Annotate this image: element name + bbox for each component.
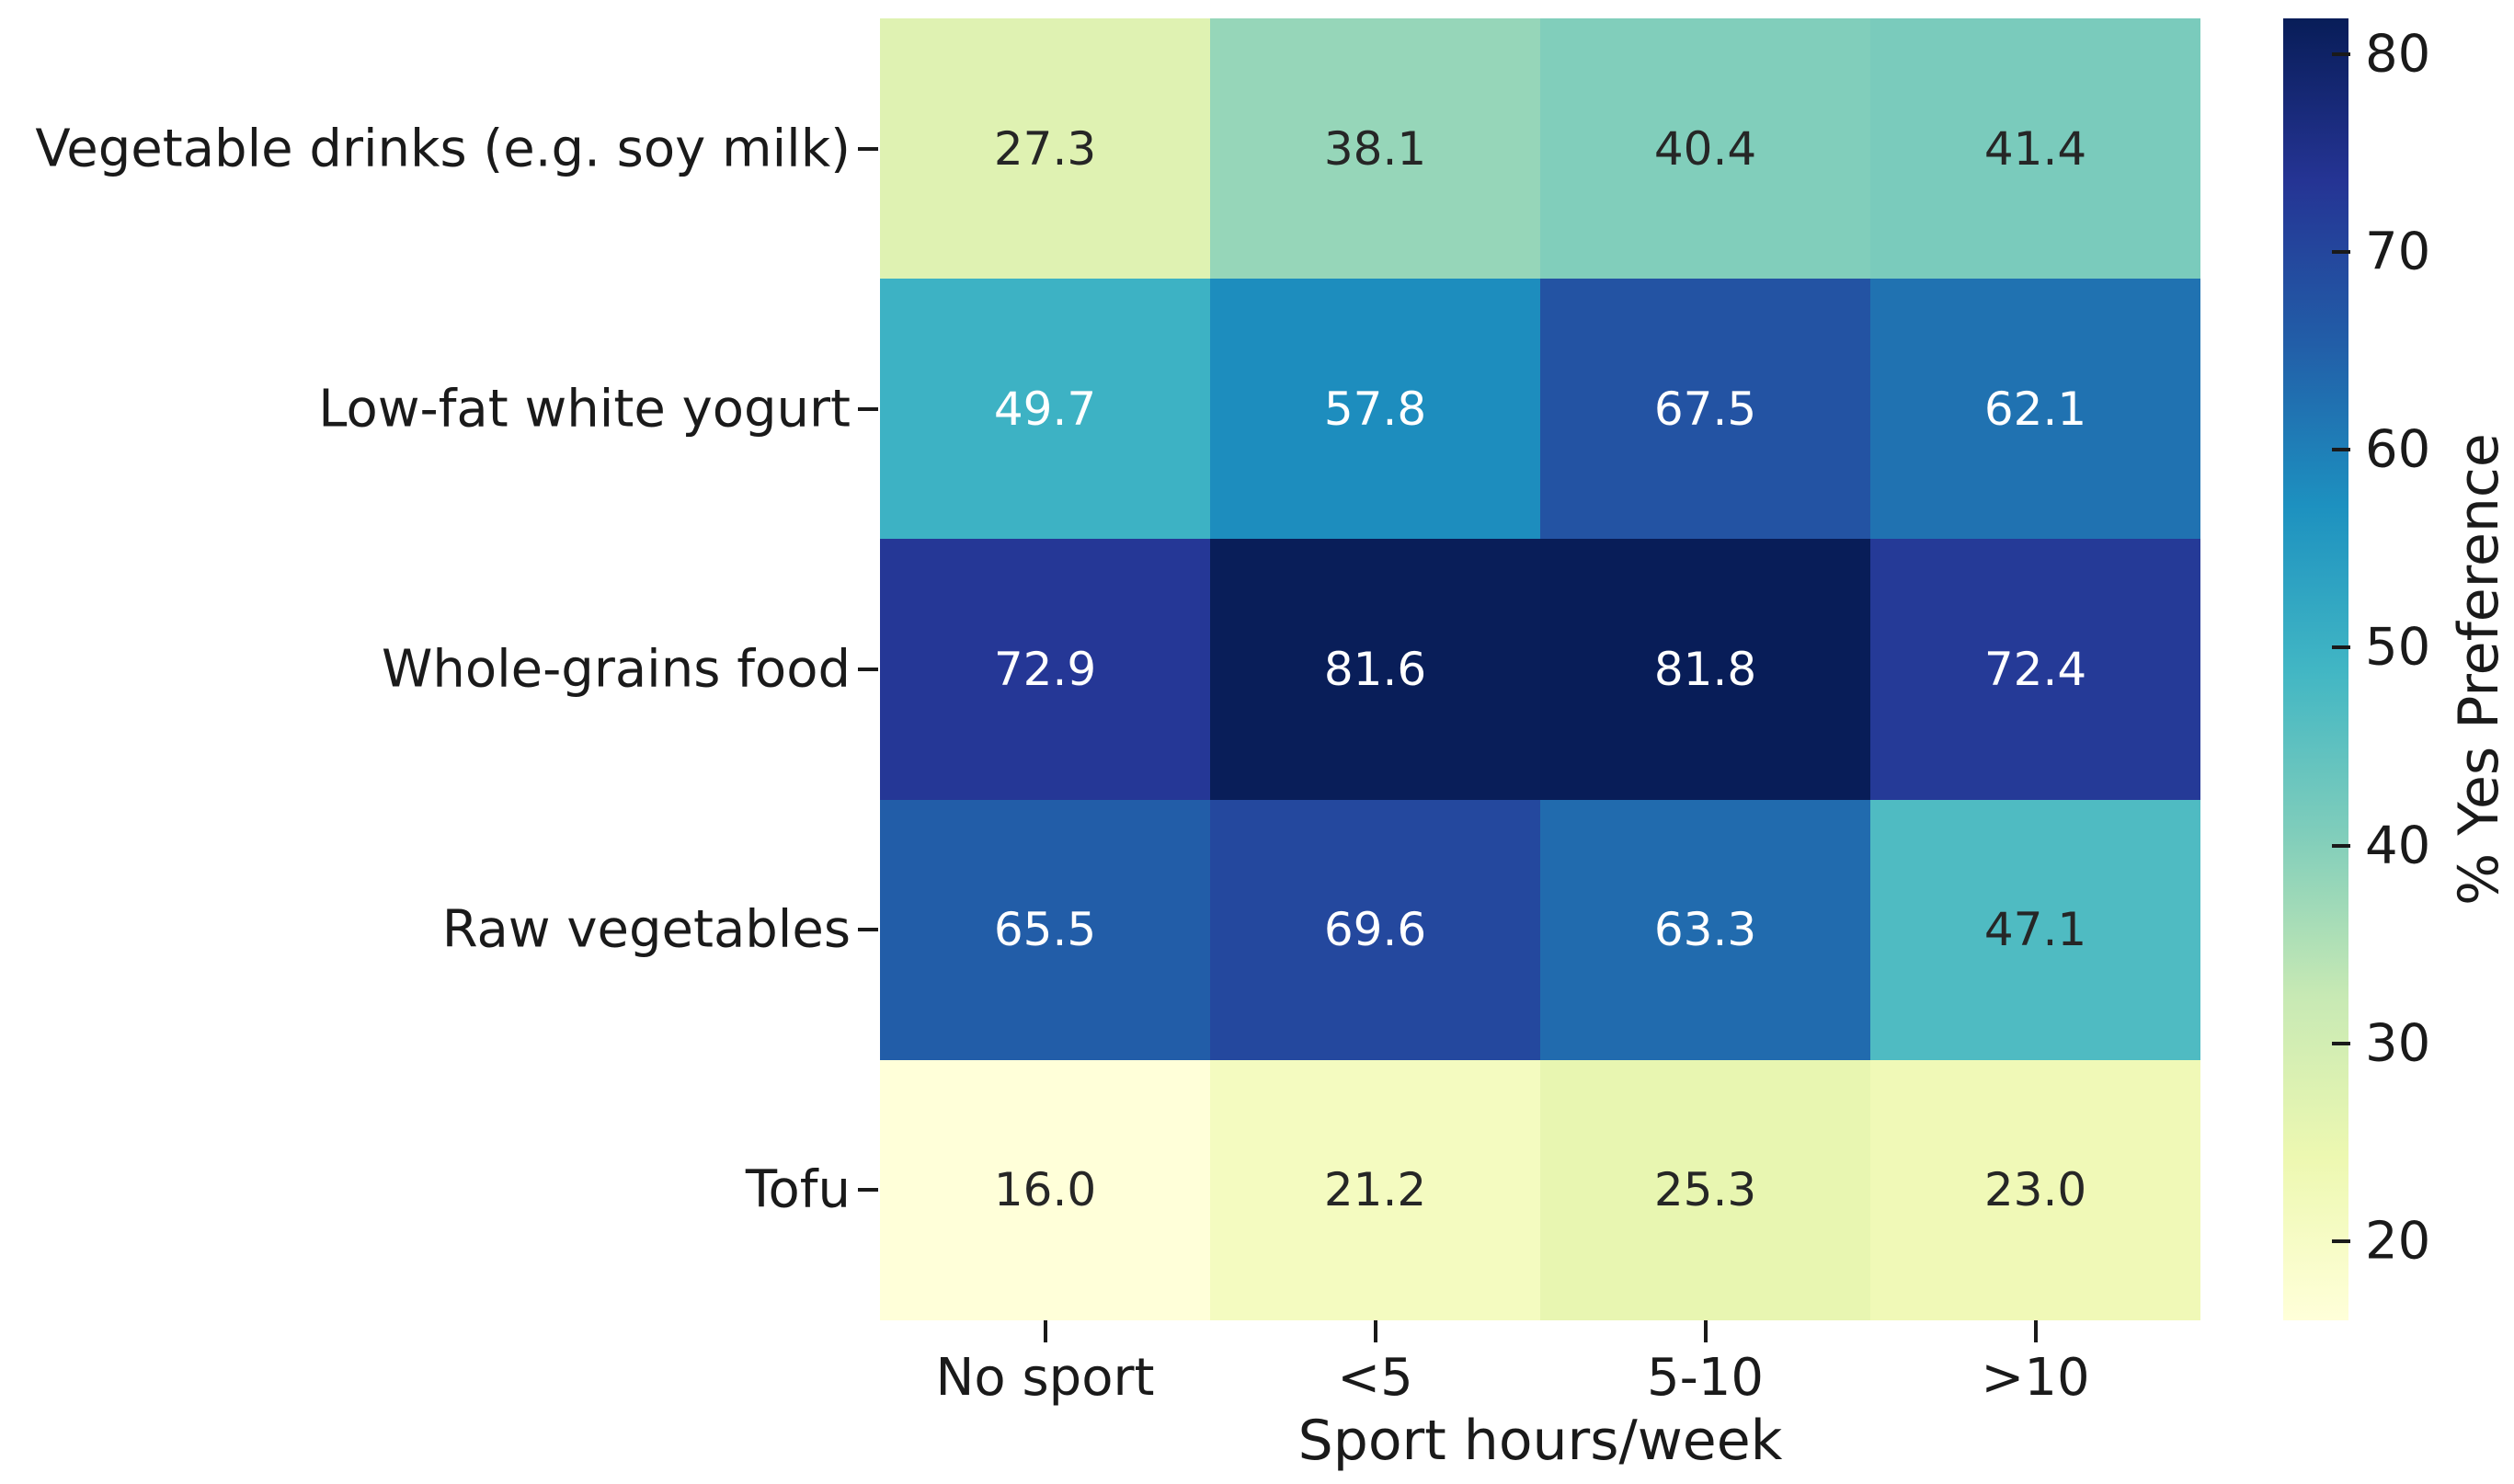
colorbar-tick-label-6: 80 — [2365, 24, 2431, 85]
x-tick-mark-1 — [1373, 1320, 1377, 1342]
heatmap-plot-area: 27.3 38.1 40.4 41.4 49.7 57.8 67.5 62.1 72.9 81.6… — [880, 18, 2200, 1320]
colorbar-tick-mark-4 — [2332, 448, 2350, 452]
colorbar-tick-label-0: 20 — [2365, 1211, 2431, 1272]
colorbar-tick-mark-5 — [2332, 249, 2350, 254]
cell-value: 65.5 — [993, 903, 1097, 957]
x-tick-mark-3 — [2033, 1320, 2038, 1342]
colorbar-tick-label-1: 30 — [2365, 1013, 2431, 1074]
heatmap-cell-3-2: 63.3 — [1540, 799, 1870, 1060]
colorbar-tick-label-5: 70 — [2365, 222, 2431, 282]
cell-value: 49.7 — [993, 382, 1097, 436]
x-tick-label-3: >10 — [1981, 1348, 2090, 1408]
heatmap-cell-1-2: 67.5 — [1540, 279, 1870, 540]
colorbar-axis-label: % Yes Preference — [2447, 433, 2511, 906]
y-tick-mark-0 — [858, 146, 878, 151]
colorbar-tick-label-3: 50 — [2365, 617, 2431, 678]
cell-value: 38.1 — [1323, 121, 1427, 176]
cell-value: 63.3 — [1653, 903, 1757, 957]
colorbar-tick-mark-6 — [2332, 51, 2350, 56]
y-tick-mark-4 — [858, 1188, 878, 1193]
colorbar — [2283, 18, 2348, 1320]
cell-value: 67.5 — [1653, 382, 1757, 436]
y-tick-mark-2 — [858, 668, 878, 671]
heatmap-cell-1-3: 62.1 — [1870, 279, 2200, 540]
cell-value: 27.3 — [993, 121, 1097, 176]
cell-value: 62.1 — [1983, 382, 2087, 436]
y-tick-label-3: Raw vegetables — [441, 899, 851, 960]
y-tick-label-1: Low-fat white yogurt — [318, 379, 851, 439]
colorbar-tick-mark-3 — [2332, 645, 2350, 650]
heatmap-cell-2-0: 72.9 — [880, 539, 1210, 800]
cell-value: 23.0 — [1983, 1163, 2087, 1217]
heatmap-cell-3-0: 65.5 — [880, 799, 1210, 1060]
heatmap-cell-3-3: 47.1 — [1870, 799, 2200, 1060]
x-tick-label-0: No sport — [935, 1348, 1155, 1408]
x-tick-mark-2 — [1703, 1320, 1708, 1342]
colorbar-tick-mark-1 — [2332, 1041, 2350, 1045]
cell-value: 21.2 — [1323, 1163, 1427, 1217]
y-axis-labels: Vegetable drinks (e.g. soy milk) Low-fat … — [0, 0, 851, 1484]
heatmap-cell-0-1: 38.1 — [1210, 18, 1540, 280]
x-tick-label-1: <5 — [1337, 1348, 1413, 1408]
cell-value: 81.8 — [1653, 642, 1757, 696]
colorbar-tick-label-4: 60 — [2365, 419, 2431, 480]
colorbar-tick-label-2: 40 — [2365, 816, 2431, 876]
heatmap-cell-2-3: 72.4 — [1870, 539, 2200, 800]
y-tick-label-2: Whole-grains food — [381, 639, 851, 700]
heatmap-cell-2-2: 81.8 — [1540, 539, 1870, 800]
cell-value: 69.6 — [1323, 903, 1427, 957]
x-tick-label-2: 5-10 — [1646, 1348, 1765, 1408]
cell-value: 57.8 — [1323, 382, 1427, 436]
x-axis-title: Sport hours/week — [1297, 1409, 1783, 1473]
x-tick-mark-0 — [1043, 1320, 1047, 1342]
cell-value: 47.1 — [1983, 903, 2087, 957]
colorbar-tick-mark-0 — [2332, 1239, 2350, 1243]
cell-value: 16.0 — [993, 1163, 1097, 1217]
cell-value: 40.4 — [1653, 121, 1757, 176]
heatmap-cell-0-0: 27.3 — [880, 18, 1210, 280]
cell-value: 72.9 — [993, 642, 1097, 696]
heatmap-cell-4-2: 25.3 — [1540, 1059, 1870, 1320]
heatmap-cell-1-0: 49.7 — [880, 279, 1210, 540]
heatmap-cell-0-3: 41.4 — [1870, 18, 2200, 280]
heatmap-cell-4-3: 23.0 — [1870, 1059, 2200, 1320]
y-tick-label-0: Vegetable drinks (e.g. soy milk) — [35, 119, 851, 179]
heatmap-cell-1-1: 57.8 — [1210, 279, 1540, 540]
colorbar-tick-mark-2 — [2332, 843, 2350, 848]
heatmap-cell-3-1: 69.6 — [1210, 799, 1540, 1060]
cell-value: 72.4 — [1983, 642, 2087, 696]
cell-value: 81.6 — [1323, 642, 1427, 696]
y-tick-mark-1 — [858, 406, 878, 411]
cell-value: 41.4 — [1983, 121, 2087, 176]
y-tick-label-4: Tofu — [745, 1159, 851, 1220]
heatmap-cell-0-2: 40.4 — [1540, 18, 1870, 280]
y-tick-mark-3 — [858, 928, 878, 932]
heatmap-cell-4-0: 16.0 — [880, 1059, 1210, 1320]
heatmap-cell-2-1: 81.6 — [1210, 539, 1540, 800]
cell-value: 25.3 — [1653, 1163, 1757, 1217]
heatmap-cell-4-1: 21.2 — [1210, 1059, 1540, 1320]
